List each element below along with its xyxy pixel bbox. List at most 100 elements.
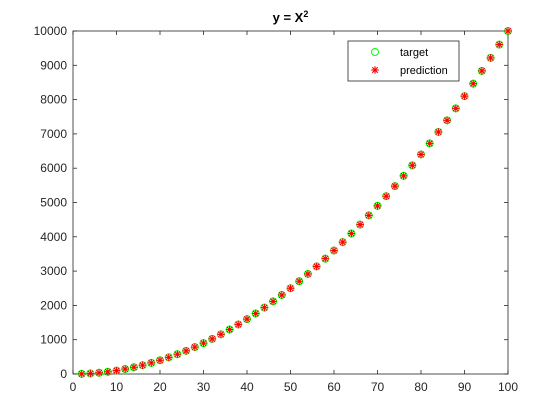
x-tick-label: 80: [414, 380, 428, 394]
asterisk-stroke: [156, 357, 164, 364]
data-point-prediction: [382, 192, 390, 200]
asterisk-stroke: [95, 369, 103, 376]
x-tick-label: 50: [284, 380, 298, 394]
asterisk-stroke: [313, 263, 320, 270]
asterisk-stroke: [496, 41, 503, 48]
asterisk-stroke: [322, 255, 329, 262]
data-point-prediction: [225, 325, 234, 334]
asterisk-stroke: [269, 298, 277, 305]
asterisk-stroke: [339, 239, 346, 246]
data-point-prediction: [391, 182, 399, 190]
data-point-prediction: [434, 128, 443, 136]
legend-entry-prediction: prediction: [371, 65, 448, 77]
asterisk-stroke: [296, 278, 303, 285]
asterisk-stroke: [409, 162, 416, 169]
x-tick-label: 90: [458, 380, 472, 394]
data-point-prediction: [495, 40, 504, 49]
asterisk-stroke: [356, 221, 364, 228]
y-tick-label: 5000: [40, 196, 67, 210]
x-tick-label: 20: [153, 380, 167, 394]
data-point-prediction: [112, 366, 121, 375]
legend-label-target: target: [400, 47, 428, 59]
data-point-prediction: [208, 335, 216, 343]
plot-area-box: [72, 30, 509, 375]
asterisk-stroke: [104, 368, 111, 375]
y-tick-label: 7000: [40, 127, 67, 141]
asterisk-stroke: [261, 304, 268, 311]
data-point-prediction: [373, 202, 382, 210]
asterisk-stroke: [252, 310, 259, 317]
asterisk-stroke: [287, 285, 294, 292]
data-point-prediction: [130, 363, 138, 372]
axes: 0 10 20 30 40 50 60 70 80 90 100010002000300040005…: [34, 24, 519, 394]
asterisk-stroke: [122, 365, 129, 373]
asterisk-stroke: [330, 247, 338, 254]
data-point-prediction: [147, 359, 156, 367]
asterisk-stroke: [304, 270, 312, 278]
y-tick-label: 9000: [40, 58, 67, 72]
asterisk-stroke: [391, 183, 399, 190]
legend-marker-target: [371, 48, 379, 56]
asterisk-stroke: [348, 230, 355, 237]
data-point-prediction: [191, 343, 199, 351]
y-tick-label: 8000: [40, 93, 67, 107]
data-point-prediction: [347, 229, 356, 238]
data-point-prediction: [77, 370, 86, 378]
asterisk-stroke: [487, 54, 494, 62]
y-tick-label: 1000: [40, 333, 67, 347]
data-point-prediction: [486, 54, 495, 62]
data-point-prediction: [104, 368, 112, 376]
asterisk-stroke: [426, 140, 433, 147]
chart-title-main: y = X: [273, 10, 304, 25]
data-point-prediction: [443, 116, 451, 125]
asterisk-stroke: [174, 351, 181, 358]
asterisk-stroke: [504, 27, 512, 35]
asterisk-stroke: [78, 370, 85, 377]
asterisk-stroke: [278, 291, 285, 299]
legend-marker-prediction: [371, 66, 379, 74]
data-point-prediction: [365, 211, 373, 220]
asterisk-stroke: [200, 340, 207, 347]
data-point-prediction: [408, 161, 417, 170]
asterisk-stroke: [470, 80, 477, 87]
data-point-prediction: [460, 92, 469, 100]
data-point-prediction: [304, 270, 312, 278]
data-point-prediction: [182, 347, 190, 355]
data-point-prediction: [251, 309, 260, 318]
x-tick-label: 0: [70, 380, 77, 394]
asterisk-stroke: [87, 370, 94, 377]
asterisk-stroke: [400, 172, 407, 180]
chart-title-superscript: 2: [303, 9, 308, 19]
data-point-prediction: [164, 353, 173, 362]
y-tick-label: 6000: [40, 161, 67, 175]
legend-box: [347, 40, 460, 82]
asterisk-stroke: [182, 347, 190, 354]
asterisk-stroke: [417, 151, 425, 158]
data-point-prediction: [121, 365, 129, 373]
data-point-prediction: [260, 303, 269, 312]
asterisk-stroke: [217, 331, 225, 338]
asterisk-stroke: [139, 362, 146, 369]
data-point-prediction: [478, 67, 486, 75]
x-tick-label: 100: [498, 380, 518, 394]
data-point-prediction: [269, 297, 277, 306]
data-point-prediction: [156, 356, 164, 365]
y-tick-label: 4000: [40, 230, 67, 244]
asterisk-stroke: [209, 335, 216, 343]
asterisk-stroke: [226, 326, 233, 333]
asterisk-stroke: [365, 212, 372, 219]
y-tick-label: 2000: [40, 298, 67, 312]
data-point-prediction: [95, 368, 103, 377]
data-point-prediction: [330, 246, 338, 255]
y-tick-label: 10000: [34, 24, 68, 38]
legend-label-prediction: prediction: [400, 65, 448, 77]
asterisk-stroke: [165, 354, 172, 361]
data-point-prediction: [452, 104, 460, 113]
chart-title: y = X2: [273, 9, 309, 25]
data-point-prediction: [278, 291, 286, 299]
data-point-prediction: [234, 320, 243, 329]
y-tick-label: 3000: [40, 264, 67, 278]
asterisk-stroke: [148, 359, 155, 367]
x-tick-label: 10: [110, 380, 124, 394]
